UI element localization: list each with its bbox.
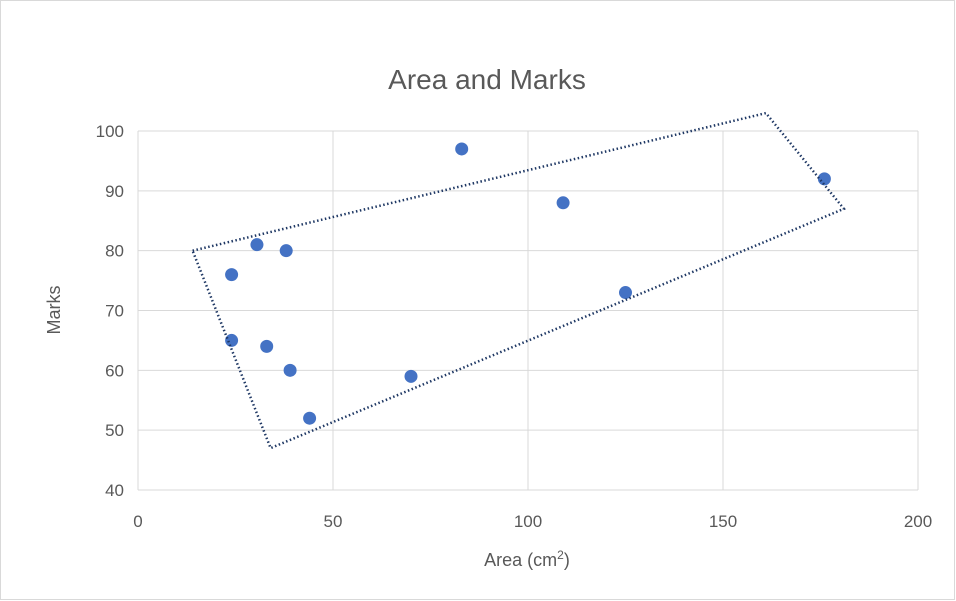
data-point xyxy=(455,142,469,156)
data-point xyxy=(404,369,418,383)
x-tick-label: 150 xyxy=(709,512,737,531)
x-axis-label-main: Area (cm xyxy=(484,550,557,570)
data-point xyxy=(225,268,239,282)
chart-title: Area and Marks xyxy=(388,64,586,95)
y-tick-label: 80 xyxy=(105,242,124,261)
x-tick-label: 50 xyxy=(324,512,343,531)
x-axis-label: Area (cm2) xyxy=(484,548,570,570)
data-point xyxy=(225,333,239,347)
data-point xyxy=(556,196,570,210)
y-tick-label: 50 xyxy=(105,421,124,440)
y-tick-label: 40 xyxy=(105,481,124,500)
data-point xyxy=(303,411,317,425)
data-point xyxy=(283,363,297,377)
x-tick-label: 200 xyxy=(904,512,932,531)
y-tick-label: 90 xyxy=(105,182,124,201)
x-axis-label-suffix: ) xyxy=(564,550,570,570)
x-axis-ticks: 0 50 100 150 200 xyxy=(133,512,932,531)
data-point xyxy=(817,172,831,186)
y-tick-label: 60 xyxy=(105,361,124,380)
annotation-rectangle xyxy=(190,111,846,450)
gridlines xyxy=(137,130,919,491)
data-point xyxy=(260,339,274,353)
x-tick-label: 100 xyxy=(514,512,542,531)
y-axis-ticks: 40 50 60 70 80 90 100 xyxy=(96,122,124,500)
data-point xyxy=(279,244,293,258)
x-tick-label: 0 xyxy=(133,512,142,531)
data-points xyxy=(225,142,831,425)
data-point xyxy=(250,238,264,252)
data-point xyxy=(619,286,632,300)
selection-annotation xyxy=(190,111,846,450)
y-tick-label: 100 xyxy=(96,122,124,141)
x-axis-label-superscript: 2 xyxy=(557,548,564,562)
y-axis-label: Marks xyxy=(44,286,64,335)
y-tick-label: 70 xyxy=(105,302,124,321)
